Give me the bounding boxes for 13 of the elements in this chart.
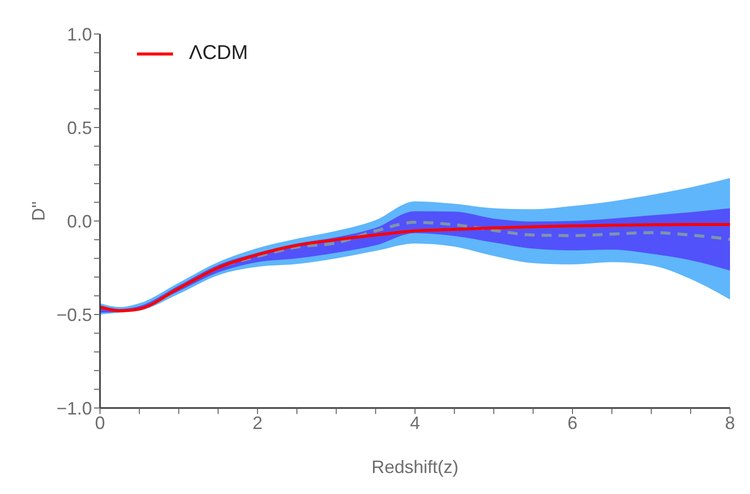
x-tick-label: 4	[410, 412, 420, 433]
y-tick-label: −0.5	[56, 304, 92, 325]
x-tick-label: 0	[94, 412, 106, 433]
y-tick-label: 0.5	[66, 118, 92, 138]
x-axis-title: Redshift(z)	[371, 457, 459, 477]
x-tick-label: 2	[252, 412, 263, 433]
legend-label: ΛCDM	[189, 42, 248, 65]
y-tick-label: 1.0	[66, 24, 92, 44]
y-tick-label: 0.0	[66, 211, 92, 232]
y-tick-label: −1.0	[56, 398, 92, 418]
y-axis-title: D''	[28, 201, 48, 221]
x-tick-label: 8	[724, 412, 736, 433]
x-tick-label: 6	[567, 412, 578, 433]
